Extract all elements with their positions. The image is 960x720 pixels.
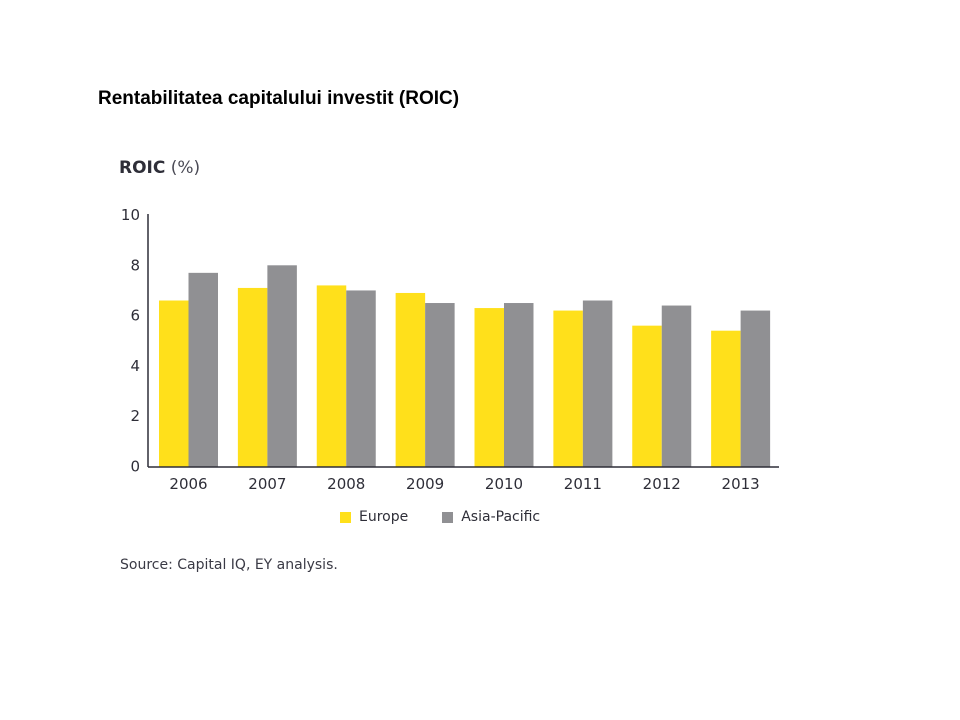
x-tick-label: 2009 — [406, 475, 444, 493]
bar-asia-pacific-2007 — [267, 265, 297, 467]
bar-asia-pacific-2013 — [740, 310, 771, 467]
bar-asia-pacific-2011 — [582, 300, 613, 467]
slide-title: Rentabilitatea capitalului investit (ROI… — [98, 88, 460, 109]
y-tick-label: 0 — [130, 458, 140, 476]
legend-swatch-asia-pacific — [442, 511, 454, 523]
x-tick-label: 2007 — [248, 475, 286, 493]
y-tick-label: 6 — [130, 307, 140, 325]
bar-europe-2007 — [237, 287, 268, 467]
legend-label-asia-pacific: Asia-Pacific — [461, 509, 541, 525]
legend: Europe Asia-Pacific — [340, 509, 574, 525]
y-tick-label: 8 — [130, 256, 140, 274]
x-axis-ticks: 2006 2007 2008 2009 2010 2011 2012 2013 — [169, 475, 759, 493]
bar-asia-pacific-2010 — [504, 303, 534, 467]
y-tick-label: 10 — [121, 206, 140, 224]
chart-title-unit: (%) — [170, 158, 201, 178]
x-tick-label: 2008 — [327, 475, 365, 493]
bar-europe-2011 — [553, 310, 583, 467]
x-tick-label: 2013 — [722, 475, 760, 493]
bars-group — [159, 265, 771, 467]
x-tick-label: 2006 — [169, 475, 207, 493]
source-note: Source: Capital IQ, EY analysis. — [120, 557, 338, 573]
bar-europe-2006 — [159, 300, 189, 467]
y-axis-ticks: 0 2 4 6 8 10 — [121, 206, 140, 476]
bar-asia-pacific-2008 — [346, 290, 376, 467]
x-tick-label: 2010 — [485, 475, 523, 493]
legend-swatch-europe — [340, 511, 351, 523]
bar-asia-pacific-2006 — [188, 272, 218, 467]
legend-item-asia-pacific: Asia-Pacific — [442, 509, 540, 525]
y-tick-label: 4 — [130, 357, 140, 375]
x-tick-label: 2011 — [564, 475, 602, 493]
bar-asia-pacific-2009 — [425, 303, 455, 467]
bar-europe-2010 — [474, 308, 504, 467]
bar-europe-2012 — [632, 325, 662, 467]
legend-item-europe: Europe — [340, 509, 408, 525]
legend-label-europe: Europe — [359, 509, 409, 525]
chart-title: ROIC (%) — [119, 158, 200, 178]
x-tick-label: 2012 — [643, 475, 681, 493]
bar-asia-pacific-2012 — [661, 305, 692, 467]
bar-europe-2008 — [316, 285, 347, 467]
chart-title-main: ROIC — [119, 158, 166, 178]
y-tick-label: 2 — [130, 407, 140, 425]
bar-europe-2013 — [711, 330, 741, 467]
bar-europe-2009 — [395, 292, 426, 467]
